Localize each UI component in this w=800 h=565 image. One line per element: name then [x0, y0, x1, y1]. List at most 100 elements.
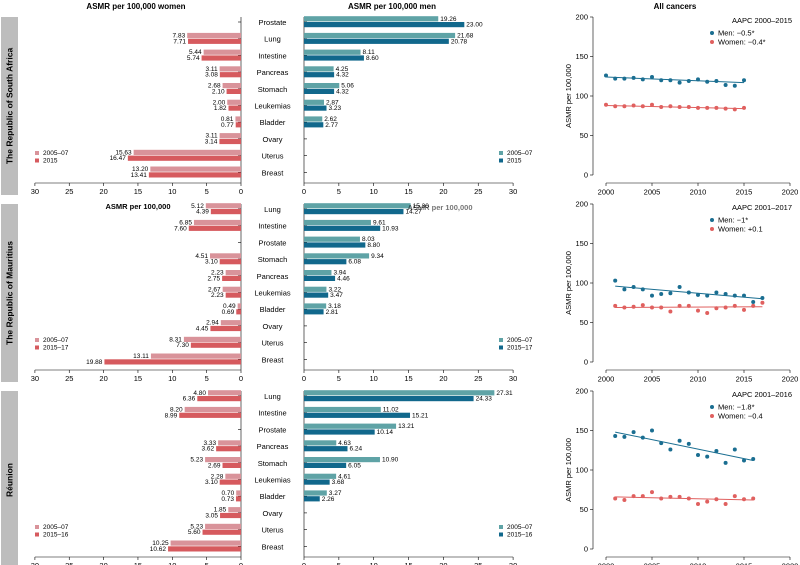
men-bar-prostate — [304, 242, 366, 248]
women-tick-label: 20 — [99, 187, 107, 196]
category-label: Leukemias — [254, 102, 291, 111]
men-bar-leukemias — [304, 479, 330, 485]
women-aapc-label: Women: +0.1 — [718, 225, 763, 234]
women-value-label: 3.10 — [205, 259, 218, 266]
women-value-label: 8.20 — [170, 407, 183, 414]
men-trend-point — [677, 284, 682, 289]
men-trend-point — [677, 438, 682, 443]
men-tick-label: 0 — [302, 374, 306, 383]
women-value-label: 2.67 — [208, 286, 221, 293]
men-bar-pancreas — [304, 446, 348, 452]
category-label: Lung — [264, 205, 281, 214]
men-legend-swatch — [499, 345, 503, 350]
trend-x-tick-label: 2005 — [644, 188, 661, 197]
women-value-label: 7.30 — [176, 342, 189, 349]
men-value-label: 19.26 — [440, 16, 457, 23]
women-value-label: 4.80 — [193, 390, 206, 397]
women-tick-label: 0 — [239, 374, 243, 383]
women-bar-pancreas — [216, 446, 241, 452]
women-trend-point — [668, 494, 673, 499]
women-value-label: 15.63 — [115, 149, 132, 156]
men-aapc-marker — [710, 405, 714, 409]
women-tick-label: 5 — [205, 374, 209, 383]
men-value-label: 5.06 — [341, 83, 354, 90]
women-bar-breast — [150, 353, 241, 359]
men-bar-intestine — [304, 49, 361, 55]
category-label: Pancreas — [257, 68, 289, 77]
men-tick-label: 20 — [439, 561, 447, 565]
men-bar-stomach — [304, 83, 340, 89]
women-tick-label: 15 — [134, 187, 142, 196]
category-label: Breast — [262, 542, 285, 551]
women-trend-point — [732, 303, 737, 308]
men-trend-point — [622, 434, 627, 439]
women-value-label: 0.77 — [221, 122, 234, 129]
trend-x-tick-label: 2005 — [644, 562, 661, 565]
men-bar-leukemias — [304, 473, 337, 479]
category-label: Prostate — [259, 18, 287, 27]
women-bar-leukemias — [225, 292, 241, 298]
men-bar-stomach — [304, 253, 370, 259]
women-bar-lung — [208, 390, 241, 396]
women-bar-leukemias — [225, 473, 241, 479]
men-value-label: 9.34 — [371, 253, 384, 260]
category-label: Ovary — [262, 509, 282, 518]
women-trend-point — [668, 104, 673, 109]
women-trend-point — [742, 105, 746, 110]
category-label: Uterus — [261, 152, 283, 161]
women-bar-pancreas — [222, 275, 241, 281]
men-bar-lung — [304, 390, 495, 396]
category-label: Leukemias — [254, 289, 291, 298]
women-bar-intestine — [193, 219, 241, 226]
women-bar-stomach — [219, 259, 241, 265]
men-trend-point — [760, 296, 765, 301]
men-bar-prostate — [304, 236, 360, 242]
women-bar-ovary — [228, 507, 241, 513]
women-legend-label: 2005–07 — [43, 524, 69, 531]
women-bar-intestine — [203, 49, 241, 55]
men-column-title: ASMR per 100,000 men — [348, 2, 436, 11]
men-legend-swatch — [499, 158, 503, 163]
women-value-label: 13.11 — [133, 353, 149, 360]
women-bar-stomach — [222, 83, 241, 89]
men-bar-lung — [304, 32, 456, 39]
women-trend-point — [631, 304, 636, 309]
men-bar-intestine — [304, 225, 381, 231]
men-trend-point — [742, 293, 746, 298]
panel-2: Réunion302520151050051015202530Lung4.806… — [1, 387, 798, 565]
trend-y-tick-label: 200 — [575, 387, 588, 396]
category-label: Lung — [264, 392, 281, 401]
women-trend-point — [714, 497, 719, 502]
men-trend-point — [732, 447, 737, 452]
trend-y-tick-label: 100 — [575, 92, 588, 101]
men-bar-intestine — [304, 55, 364, 61]
men-value-label: 4.32 — [336, 72, 349, 79]
men-trend-point — [659, 78, 664, 83]
women-trend-point — [604, 102, 608, 107]
trend-y-tick-label: 200 — [575, 13, 588, 22]
men-legend-swatch — [499, 525, 503, 529]
women-bar-leukemias — [228, 105, 241, 111]
men-value-label: 3.23 — [329, 105, 342, 112]
trend-y-tick-label: 150 — [575, 52, 588, 61]
men-bar-leukemias — [304, 292, 329, 298]
men-legend-swatch — [499, 151, 503, 155]
women-trend-point — [732, 107, 737, 112]
women-aapc-marker — [710, 40, 714, 44]
men-trend-point — [640, 435, 645, 440]
men-value-label: 3.94 — [333, 270, 346, 277]
women-bar-breast — [170, 540, 241, 546]
women-tick-label: 5 — [205, 187, 209, 196]
men-bar-leukemias — [304, 105, 327, 111]
women-trend-line — [615, 496, 754, 501]
category-label: Bladder — [260, 492, 286, 501]
category-label: Intestine — [258, 409, 286, 418]
women-trend-point — [705, 105, 710, 110]
women-bar-uterus — [205, 523, 241, 529]
men-bar-pancreas — [304, 275, 336, 281]
category-label: Ovary — [262, 322, 282, 331]
women-bar-lung — [188, 38, 241, 44]
women-value-label: 0.69 — [222, 309, 235, 316]
women-value-label: 8.99 — [165, 412, 178, 419]
